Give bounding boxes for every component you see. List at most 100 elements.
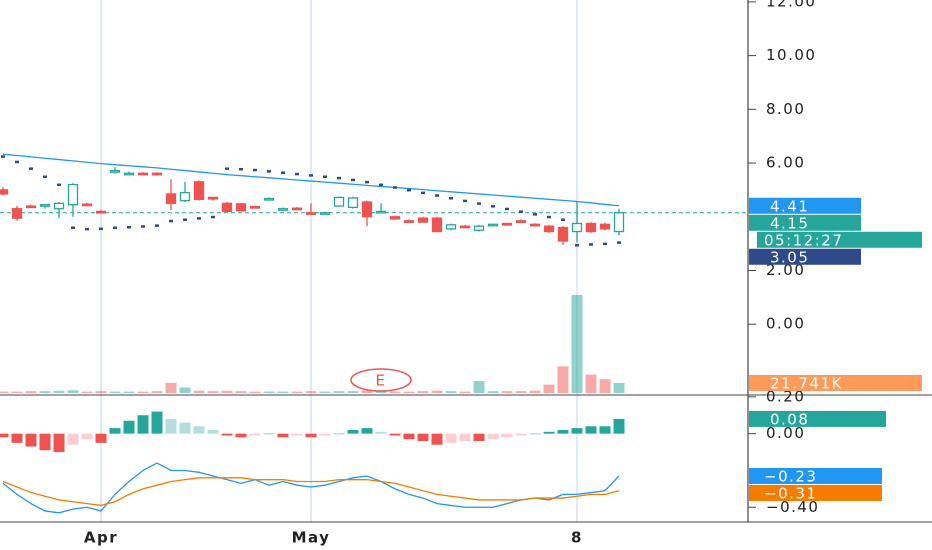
volume-bar [375, 391, 387, 393]
y-tick-label: 0.00 [766, 315, 805, 333]
sar-dot [617, 241, 621, 244]
sar-dot [57, 183, 61, 187]
sar-dot [267, 170, 271, 173]
price-tag [749, 197, 861, 214]
sar-dot [197, 217, 201, 220]
candle-body [585, 222, 597, 233]
x-tick-label: 8 [571, 529, 583, 547]
candle-body [81, 203, 93, 207]
candle-body [67, 183, 79, 206]
sar-dot [239, 167, 243, 171]
y-tick-label: 6.00 [766, 154, 805, 172]
candle-body [599, 223, 611, 230]
histogram-bar [67, 433, 79, 445]
candle-body [221, 202, 233, 213]
volume-bar [361, 390, 373, 393]
y-tick-label: 0.20 [766, 387, 805, 405]
volume-bar [403, 391, 415, 393]
histogram-bar [501, 433, 513, 438]
volume-bar [39, 391, 51, 393]
volume-bar [417, 391, 429, 393]
sar-dot [379, 183, 383, 187]
volume-bar [487, 391, 499, 393]
candle-body [0, 189, 9, 195]
sar-dot [477, 202, 481, 205]
earnings-label: E [376, 372, 387, 390]
histogram-bar [571, 428, 583, 434]
candle-body [39, 204, 51, 207]
volume-bar [25, 391, 37, 393]
histogram-tag-label: 0.08 [770, 410, 809, 428]
sar-dot [253, 168, 257, 172]
volume-bar [137, 391, 149, 393]
candle-body [403, 220, 415, 223]
candle-body [389, 216, 401, 220]
volume-tag [749, 374, 922, 391]
histogram-bar [515, 433, 527, 436]
histogram-bar [81, 433, 93, 440]
histogram-bar [333, 433, 345, 435]
histogram-bar [375, 431, 387, 434]
sar-dot [603, 242, 607, 246]
sar-dot [71, 226, 75, 230]
price-tag-label: 3.05 [770, 248, 809, 266]
candle-body [109, 169, 121, 173]
candle-body [291, 207, 303, 211]
candle-body [305, 212, 317, 215]
candle-body [123, 172, 135, 176]
candle-body [557, 226, 569, 242]
indicator-tag-label: −0.23 [764, 467, 817, 485]
histogram-bar [403, 433, 415, 440]
sar-dot [561, 218, 565, 221]
sar-dot [589, 243, 593, 246]
indicator-line [2, 477, 620, 507]
earnings-marker [350, 368, 412, 392]
histogram-bar [137, 415, 149, 434]
sar-dot [505, 207, 509, 211]
price-tag [749, 248, 861, 265]
volume-bar [585, 374, 597, 393]
candle-body [375, 210, 387, 214]
candle-body [361, 201, 373, 218]
volume-bar [249, 391, 261, 393]
histogram-bar [305, 433, 317, 438]
countdown-label: 05:12:27 [764, 231, 843, 249]
volume-bar [305, 391, 317, 393]
sar-dot [169, 219, 173, 223]
volume-bar [207, 391, 219, 393]
histogram-bar [179, 422, 191, 434]
histogram-bar [487, 433, 499, 440]
histogram-bar [95, 433, 107, 443]
volume-bar [571, 295, 583, 393]
sar-dot [323, 175, 327, 178]
volume-bar [529, 390, 541, 393]
volume-bar [263, 391, 275, 393]
sar-dot [463, 199, 467, 203]
volume-bar [501, 391, 513, 393]
moving-average [2, 153, 620, 207]
candle-body [193, 181, 205, 200]
histogram-bar [0, 433, 9, 438]
volume-bar [277, 391, 289, 393]
volume-bar [445, 391, 457, 393]
volume-bar [11, 391, 23, 393]
sar-dot [281, 171, 285, 174]
volume-bar [53, 390, 65, 393]
candle-body [459, 225, 471, 229]
volume-bar [165, 382, 177, 393]
volume-bar [151, 391, 163, 393]
sar-dot [575, 243, 579, 247]
candle-body [613, 212, 625, 233]
histogram-bar [277, 433, 289, 438]
histogram-bar [221, 433, 233, 436]
volume-bar [543, 384, 555, 393]
y-tick-label: 10.00 [766, 46, 816, 64]
indicator-tag-label: −0.31 [764, 484, 817, 502]
indicator-tag [749, 467, 882, 484]
candle-body [333, 196, 345, 207]
sar-dot [421, 191, 425, 195]
sar-dot [337, 176, 341, 180]
histogram-tag [749, 410, 886, 427]
